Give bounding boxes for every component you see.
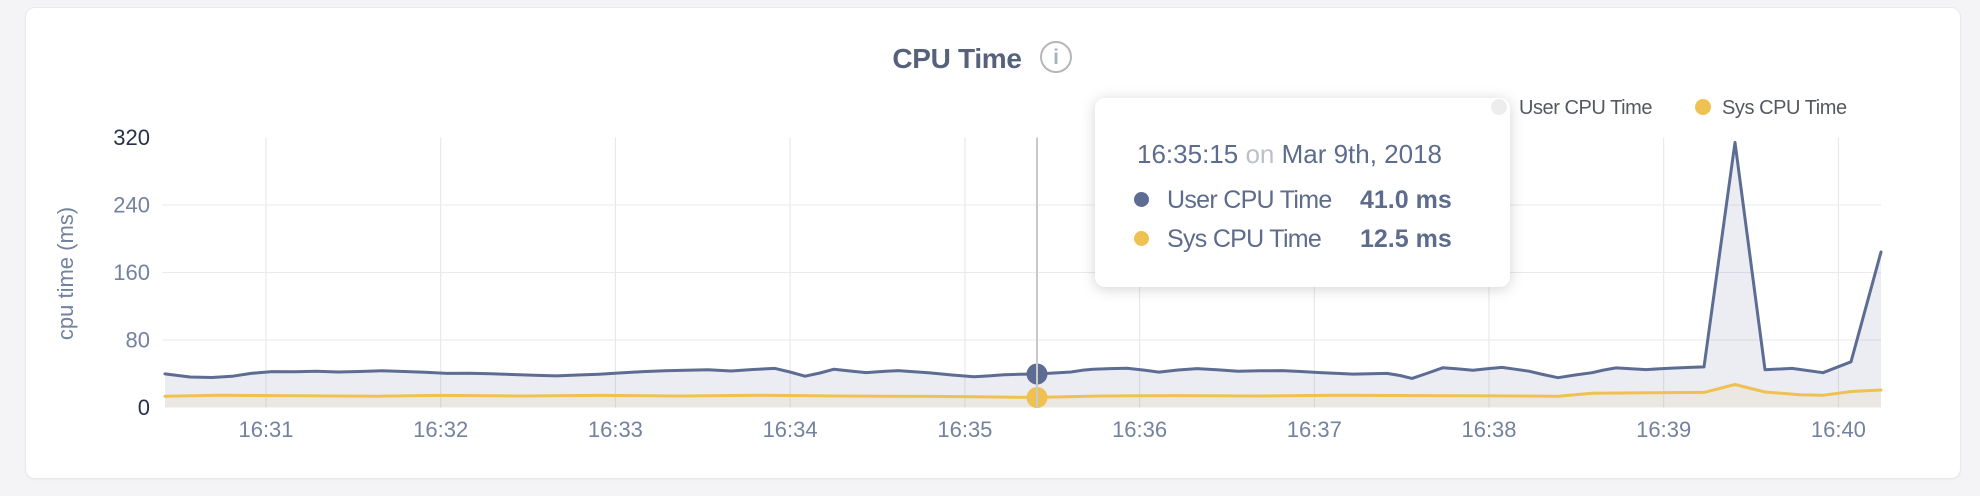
svg-text:16:34: 16:34 [763,417,818,442]
svg-text:16:36: 16:36 [1112,417,1167,442]
svg-text:16:31: 16:31 [238,417,293,442]
svg-text:cpu time (ms): cpu time (ms) [53,207,78,340]
svg-text:16:32: 16:32 [413,417,468,442]
svg-text:16:37: 16:37 [1287,417,1342,442]
svg-text:240: 240 [113,192,150,217]
svg-text:0: 0 [138,395,150,420]
svg-text:16:39: 16:39 [1636,417,1691,442]
svg-text:16:38: 16:38 [1461,417,1516,442]
svg-text:320: 320 [113,125,150,150]
svg-text:16:33: 16:33 [588,417,643,442]
svg-text:16:40: 16:40 [1811,417,1866,442]
svg-text:16:35: 16:35 [937,417,992,442]
svg-text:80: 80 [126,327,150,352]
svg-text:160: 160 [113,260,150,285]
